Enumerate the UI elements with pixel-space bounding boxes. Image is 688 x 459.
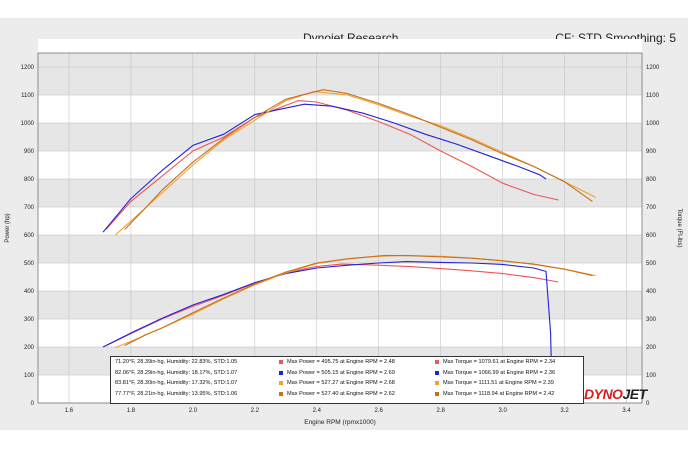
x-tick-label: 1.8: [127, 408, 136, 414]
legend-torque-text: Max Torque = 1118.94 at Engine RPM = 2.4…: [443, 390, 555, 397]
x-tick-label: 3.4: [622, 408, 631, 414]
legend-torque-text: Max Torque = 1066.99 at Engine RPM = 2.3…: [443, 369, 556, 376]
y-tick-label: 900: [24, 149, 35, 155]
y-tick-label-right: 900: [646, 149, 657, 155]
y-tick-label-right: 700: [646, 205, 657, 211]
legend-torque: Max Torque = 1066.99 at Engine RPM = 2.3…: [435, 368, 555, 379]
series-line-run4-torque: [124, 89, 593, 230]
y-tick-label-right: 0: [646, 401, 650, 407]
series-line-run3-torque: [115, 91, 596, 236]
legend-swatch: [279, 392, 283, 397]
y-axis-label-right: Torque (Ft-lbs): [676, 208, 682, 247]
y-tick-label: 1000: [21, 121, 35, 127]
y-tick-label: 200: [24, 345, 35, 351]
logo-part-1: DYNO: [584, 386, 623, 402]
y-tick-label-right: 1100: [646, 93, 660, 99]
grid-band: [38, 207, 642, 235]
y-tick-label: 800: [24, 177, 35, 183]
y-tick-label: 300: [24, 317, 35, 323]
legend-conditions: 71.20°F, 28.39in-hg, Humidity: 22.83%, S…: [115, 359, 238, 365]
legend-power-text: Max Power = 527.40 at Engine RPM = 2.62: [287, 390, 395, 397]
x-tick-label: 2.8: [436, 408, 445, 414]
legend-conditions: 77.77°F, 28.21in-hg, Humidity: 13.95%, S…: [115, 390, 238, 397]
legend-power: Max Power = 527.27 at Engine RPM = 2.68: [279, 378, 435, 389]
tick-layer: 0 0 100 100 200 200 300 300 400 400 500 500 600 600 70…: [21, 65, 660, 414]
legend-power-text: Max Power = 495.75 at Engine RPM = 2.48: [287, 359, 395, 365]
x-tick-label: 3.0: [498, 408, 507, 414]
y-tick-label-right: 800: [646, 177, 657, 183]
y-tick-label: 1200: [21, 65, 35, 71]
dynojet-logo: DYNOJET: [584, 386, 647, 402]
grid-band: [38, 179, 642, 207]
legend-row: 71.20°F, 28.39in-hg, Humidity: 22.83%, S…: [111, 357, 583, 368]
y-axis-label-left: Power (hp): [5, 213, 11, 242]
legend: 71.20°F, 28.39in-hg, Humidity: 22.83%, S…: [110, 356, 584, 404]
y-tick-label-right: 500: [646, 261, 657, 267]
legend-swatch: [279, 370, 283, 375]
x-tick-label: 2.4: [313, 408, 322, 414]
y-tick-label: 1100: [21, 93, 35, 99]
legend-power: Max Power = 495.75 at Engine RPM = 2.48: [279, 357, 435, 368]
legend-swatch: [279, 381, 283, 386]
y-tick-label: 500: [24, 261, 35, 267]
series-line-run2-power: [102, 261, 553, 404]
grid-band: [38, 235, 642, 263]
legend-swatch: [279, 360, 283, 365]
series-layer: [102, 89, 596, 404]
y-tick-label-right: 100: [646, 373, 657, 379]
logo-part-2: JET: [622, 386, 647, 402]
grid-band: [38, 53, 642, 67]
grid-band: [38, 319, 642, 347]
grid-band: [38, 291, 642, 319]
legend-torque: Max Torque = 1111.51 at Engine RPM = 2.3…: [435, 378, 554, 389]
y-tick-label-right: 200: [646, 345, 657, 351]
legend-power-text: Max Power = 527.27 at Engine RPM = 2.68: [287, 380, 395, 387]
y-tick-label: 400: [24, 289, 35, 295]
series-line-run2-torque: [102, 103, 547, 233]
legend-power-text: Max Power = 505.15 at Engine RPM = 2.69: [287, 369, 395, 376]
series-line-run1-power: [105, 263, 559, 347]
legend-torque: Max Torque = 1118.94 at Engine RPM = 2.4…: [435, 389, 554, 400]
legend-torque-text: Max Torque = 1111.51 at Engine RPM = 2.3…: [443, 380, 554, 387]
legend-power: Max Power = 505.15 at Engine RPM = 2.69: [279, 368, 435, 379]
x-tick-label: 2.6: [375, 408, 384, 414]
legend-swatch: [435, 360, 439, 365]
legend-power: Max Power = 527.40 at Engine RPM = 2.62: [279, 389, 435, 400]
y-tick-label: 600: [24, 233, 35, 239]
grid-band: [38, 123, 642, 151]
y-tick-label: 700: [24, 205, 35, 211]
x-axis-label: Engine RPM (rpmx1000): [304, 419, 376, 426]
grid-band: [38, 151, 642, 179]
y-tick-label-right: 400: [646, 289, 657, 295]
legend-swatch: [435, 370, 439, 375]
legend-row: 83.81°F, 28.30in-hg, Humidity: 17.32%, S…: [111, 378, 583, 389]
legend-row: 82.06°F, 28.29in-hg, Humidity: 18.17%, S…: [111, 368, 583, 379]
grid-band: [38, 263, 642, 291]
series-line-run4-power: [124, 254, 593, 347]
x-tick-label: 1.6: [65, 408, 74, 414]
grid-band: [38, 67, 642, 95]
x-tick-label: 3.2: [560, 408, 569, 414]
grid-band: [38, 95, 642, 123]
legend-conditions: 83.81°F, 28.30in-hg, Humidity: 17.32%, S…: [115, 380, 238, 387]
y-tick-label-right: 1000: [646, 121, 660, 127]
legend-conditions: 82.06°F, 28.29in-hg, Humidity: 18.17%, S…: [115, 369, 238, 376]
legend-swatch: [435, 392, 439, 397]
x-tick-label: 2.2: [251, 408, 260, 414]
y-tick-label-right: 300: [646, 317, 657, 323]
legend-torque-text: Max Torque = 1079.61 at Engine RPM = 2.3…: [443, 359, 556, 365]
x-tick-label: 2.0: [189, 408, 198, 414]
legend-row: 77.77°F, 28.21in-hg, Humidity: 13.95%, S…: [111, 389, 583, 400]
y-tick-label: 100: [24, 373, 35, 379]
y-tick-label: 0: [31, 401, 35, 407]
legend-swatch: [435, 381, 439, 386]
legend-torque: Max Torque = 1079.61 at Engine RPM = 2.3…: [435, 357, 555, 368]
y-tick-label-right: 1200: [646, 65, 660, 71]
y-tick-label-right: 600: [646, 233, 657, 239]
